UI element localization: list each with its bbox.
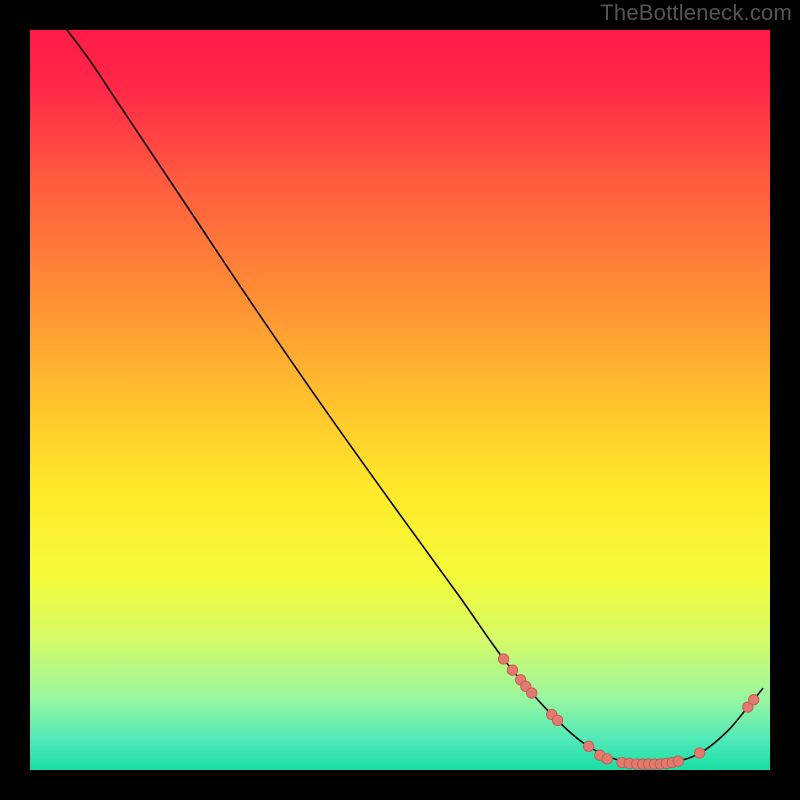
data-point — [552, 715, 562, 725]
data-point — [673, 756, 683, 766]
chart-frame: TheBottleneck.com — [0, 0, 800, 800]
watermark-text: TheBottleneck.com — [600, 0, 792, 26]
data-point — [527, 688, 537, 698]
bottleneck-chart — [30, 30, 770, 770]
gradient-background — [30, 30, 770, 770]
data-point — [498, 654, 508, 664]
data-point — [507, 665, 517, 675]
data-point — [602, 754, 612, 764]
data-point — [749, 695, 759, 705]
plot-area — [30, 30, 770, 770]
data-point — [584, 741, 594, 751]
data-point — [695, 748, 705, 758]
